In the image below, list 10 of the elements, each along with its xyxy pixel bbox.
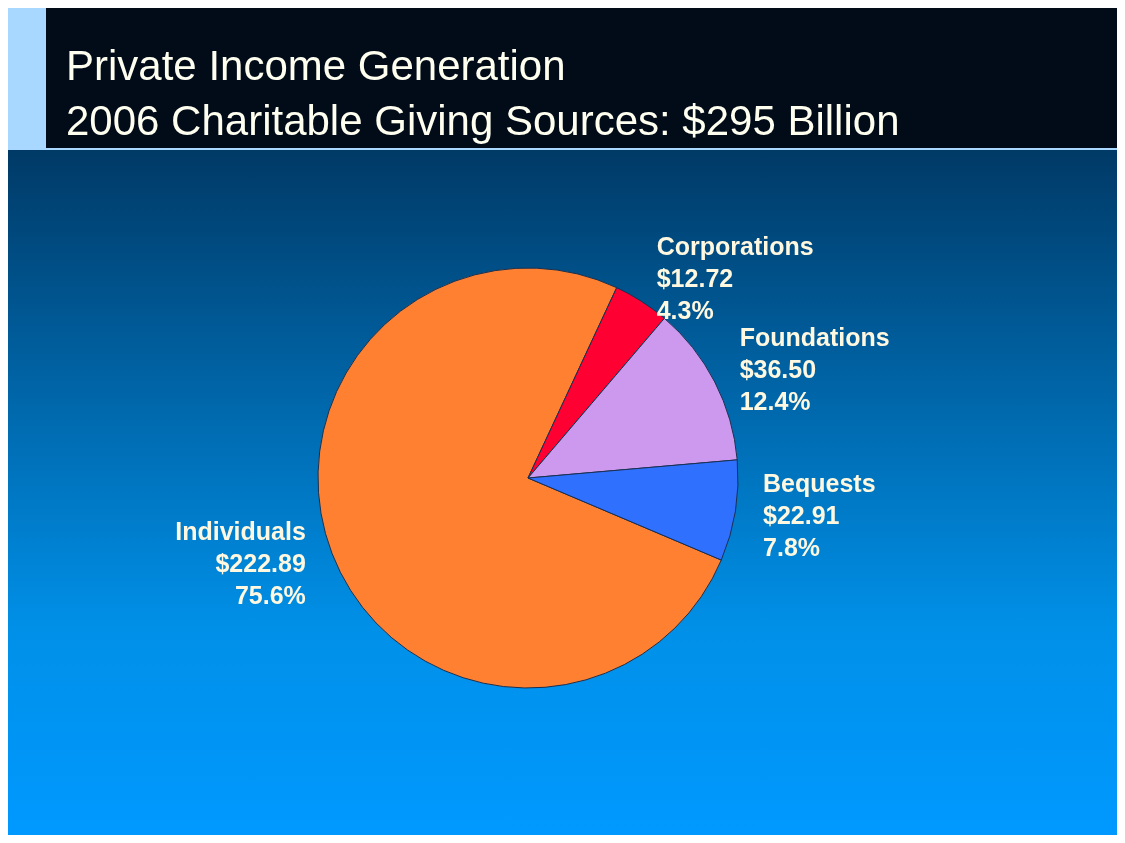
data-label: $36.50 12.4% (739, 355, 817, 416)
data-label: $22.91 7.8% (763, 501, 840, 562)
slice-label: Individuals (175, 517, 306, 546)
data-label: $12.72 4.3% (656, 263, 734, 324)
chart-title: Private Income Generation (66, 42, 566, 89)
slice-label: Foundations (739, 323, 890, 352)
chart-subtitle: 2006 Charitable Giving Sources: $295 Billion (66, 97, 900, 144)
slice-label: Bequests (763, 469, 876, 498)
slice-label: Corporations (656, 231, 814, 260)
data-label: $222.89 75.6% (215, 549, 306, 610)
